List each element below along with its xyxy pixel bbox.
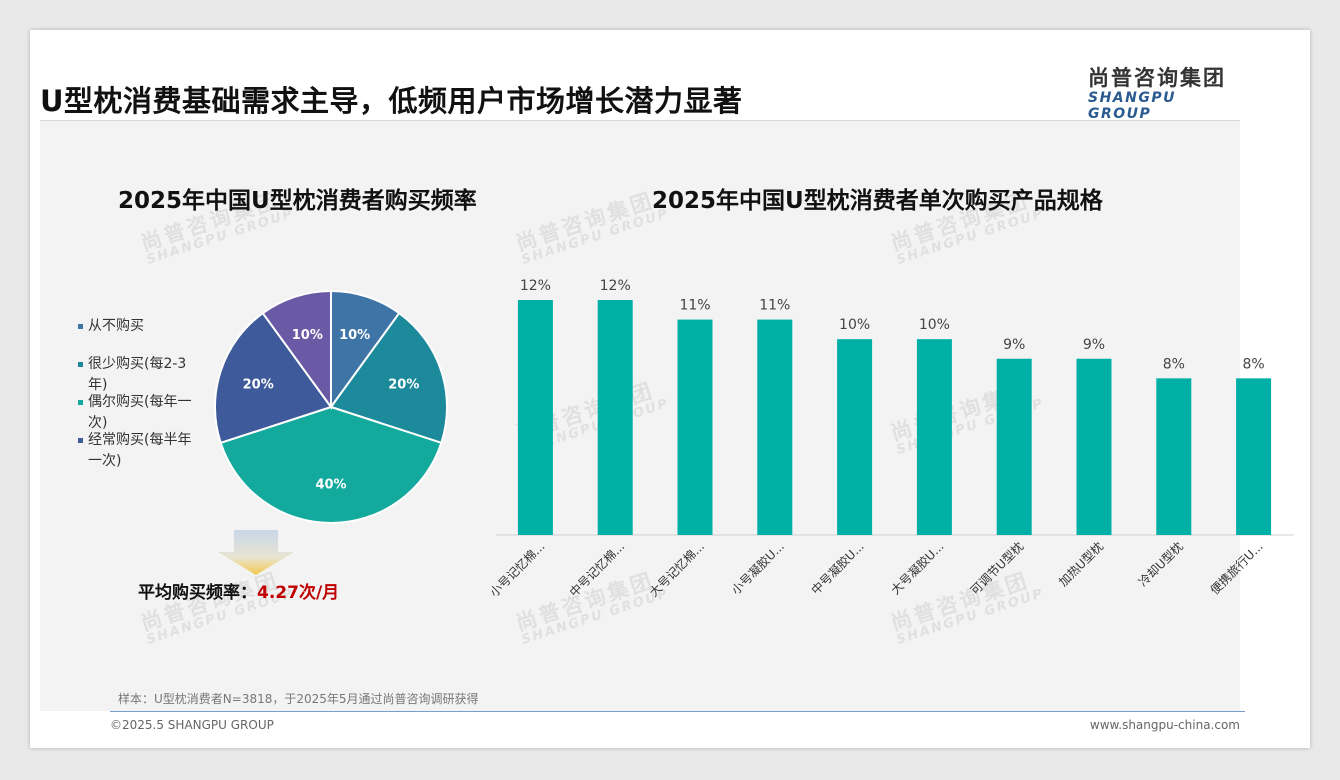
- legend-label: 偶尔购买(每年一: [88, 394, 192, 410]
- sample-footnote: 样本：U型枕消费者N=3818，于2025年5月通过尚普咨询调研获得: [118, 692, 479, 706]
- footer-divider: [110, 711, 1245, 712]
- logo-english: SHANGPU GROUP: [1088, 90, 1176, 122]
- legend-swatch: [78, 324, 83, 329]
- down-arrow-icon: [218, 530, 294, 575]
- website-url: www.shangpu-china.com: [1089, 718, 1240, 732]
- legend-item: 很少购买(每2-3 年): [78, 354, 208, 393]
- pie-legend: 从不购买很少购买(每2-3 年) 偶尔购买(每年一 次) 经常购买(每半年 一次): [78, 316, 208, 469]
- title-divider: [40, 120, 1240, 121]
- pie-chart-title: 2025年中国U型枕消费者购买频率: [118, 188, 477, 214]
- legend-label: 从不购买: [88, 318, 144, 334]
- brand-logo: 尚普咨询集团 SHANGPU GROUP: [1088, 62, 1238, 122]
- legend-swatch: [78, 438, 83, 443]
- legend-item: 偶尔购买(每年一 次): [78, 392, 208, 431]
- bar-chart-title: 2025年中国U型枕消费者单次购买产品规格: [652, 188, 1103, 214]
- page-title: U型枕消费基础需求主导，低频用户市场增长潜力显著: [40, 84, 743, 118]
- legend-label: 年): [88, 377, 108, 393]
- average-frequency: 平均购买频率：4.27次/月: [138, 578, 339, 603]
- legend-item: 经常购买(每半年 一次): [78, 430, 208, 469]
- average-frequency-label: 平均购买频率：: [138, 583, 257, 603]
- legend-label: 很少购买(每2-3: [88, 356, 187, 372]
- legend-swatch: [78, 362, 83, 367]
- legend-label: 一次): [88, 453, 122, 469]
- average-frequency-value: 4.27次/月: [257, 583, 340, 603]
- logo-chinese: 尚普咨询集团: [1088, 66, 1226, 90]
- legend-item: 从不购买: [78, 316, 208, 354]
- legend-label: 经常购买(每半年: [88, 432, 192, 448]
- copyright: ©2025.5 SHANGPU GROUP: [110, 718, 274, 732]
- legend-label: 次): [88, 415, 108, 431]
- legend-swatch: [78, 400, 83, 405]
